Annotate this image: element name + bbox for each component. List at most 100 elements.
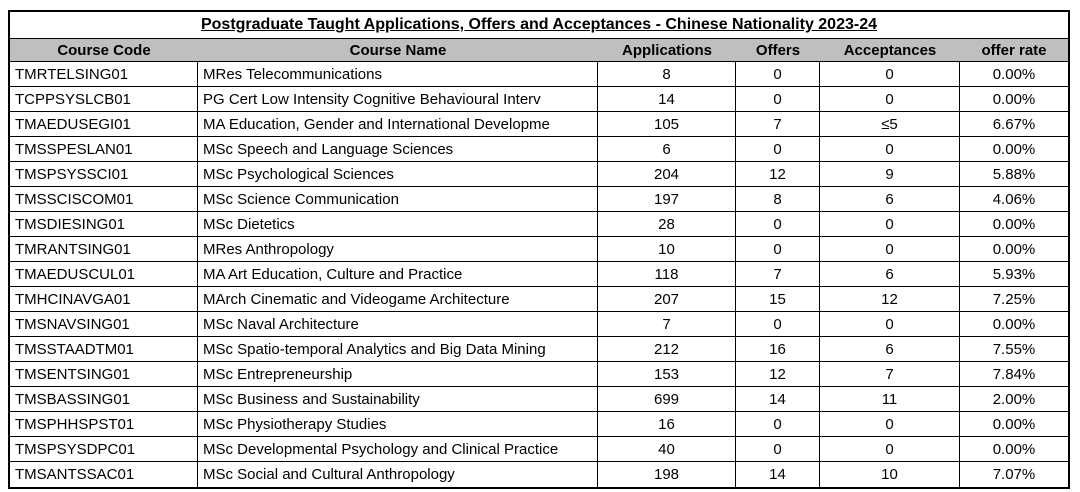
cell-offer-rate: 0.00%: [992, 90, 1036, 108]
cell-applications: 40: [598, 437, 736, 461]
cell-offers: 7: [736, 112, 820, 136]
cell-applications: 207: [598, 287, 736, 311]
applications-table: Postgraduate Taught Applications, Offers…: [8, 10, 1070, 489]
cell-applications: 699: [598, 387, 736, 411]
cell-acceptances: 0: [820, 412, 960, 436]
header-acceptances: Acceptances: [843, 41, 937, 59]
cell-offers: 16: [736, 337, 820, 361]
table-row: TMRTELSING01 MRes Telecommunications 8 0…: [10, 62, 1068, 87]
cell-course-name: MSc Social and Cultural Anthropology: [198, 462, 598, 487]
cell-offer-rate: 7.07%: [992, 466, 1036, 483]
table-row: TMAEDUSCUL01 MA Art Education, Culture a…: [10, 262, 1068, 287]
header-course-code: Course Code: [57, 41, 151, 59]
cell-offer-rate: 0.00%: [992, 315, 1036, 333]
cell-applications: 198: [598, 462, 736, 487]
header-offer-rate: offer rate: [981, 41, 1047, 59]
cell-acceptances: 0: [820, 437, 960, 461]
cell-acceptances: 0: [820, 237, 960, 261]
cell-course-code: TMAEDUSCUL01: [10, 262, 198, 286]
cell-acceptances: ≤5: [820, 112, 960, 136]
table-row: TMSPSYSDPC01 MSc Developmental Psycholog…: [10, 437, 1068, 462]
cell-offer-rate: 7.84%: [992, 365, 1036, 383]
cell-offer-rate: 0.00%: [992, 240, 1036, 258]
cell-acceptances: 12: [820, 287, 960, 311]
table-row: TMSSCISCOM01 MSc Science Communication 1…: [10, 187, 1068, 212]
table-row: TMHCINAVGA01 MArch Cinematic and Videoga…: [10, 287, 1068, 312]
table-row: TMSDIESING01 MSc Dietetics 28 0 0 0.00%: [10, 212, 1068, 237]
cell-acceptances: 0: [820, 62, 960, 86]
table-row: TMSBASSING01 MSc Business and Sustainabi…: [10, 387, 1068, 412]
cell-offer-rate: 5.88%: [992, 165, 1036, 183]
table-row: TMSSTAADTM01 MSc Spatio-temporal Analyti…: [10, 337, 1068, 362]
cell-course-name: MRes Anthropology: [198, 237, 598, 261]
cell-course-code: TMSSPESLAN01: [10, 137, 198, 161]
cell-course-name: MSc Physiotherapy Studies: [198, 412, 598, 436]
table-row: TMRANTSING01 MRes Anthropology 10 0 0 0.…: [10, 237, 1068, 262]
header-course-name: Course Name: [349, 41, 447, 59]
cell-course-code: TMSNAVSING01: [10, 312, 198, 336]
cell-offer-rate: 0.00%: [992, 215, 1036, 233]
cell-offers: 12: [736, 162, 820, 186]
cell-offers: 14: [736, 462, 820, 487]
cell-offers: 0: [736, 62, 820, 86]
cell-offer-rate: 2.00%: [992, 390, 1036, 408]
cell-acceptances: 11: [820, 387, 960, 411]
cell-course-code: TMSPSYSDPC01: [10, 437, 198, 461]
cell-acceptances: 7: [820, 362, 960, 386]
cell-applications: 14: [598, 87, 736, 111]
cell-applications: 197: [598, 187, 736, 211]
table-row: TMSPHHSPST01 MSc Physiotherapy Studies 1…: [10, 412, 1068, 437]
cell-offers: 12: [736, 362, 820, 386]
header-offers: Offers: [755, 41, 801, 59]
cell-course-code: TMSANTSSAC01: [10, 462, 198, 487]
cell-course-code: TMRANTSING01: [10, 237, 198, 261]
cell-course-code: TMRTELSING01: [10, 62, 198, 86]
cell-offers: 8: [736, 187, 820, 211]
table-row: TMSPSYSSCI01 MSc Psychological Sciences …: [10, 162, 1068, 187]
cell-applications: 10: [598, 237, 736, 261]
cell-course-code: TMSENTSING01: [10, 362, 198, 386]
cell-applications: 118: [598, 262, 736, 286]
cell-course-name: MSc Business and Sustainability: [198, 387, 598, 411]
cell-acceptances: 10: [820, 462, 960, 487]
table-title-row: Postgraduate Taught Applications, Offers…: [10, 12, 1068, 39]
cell-course-name: MA Education, Gender and International D…: [198, 112, 598, 136]
cell-applications: 204: [598, 162, 736, 186]
table-body: TMRTELSING01 MRes Telecommunications 8 0…: [10, 62, 1068, 487]
cell-offers: 14: [736, 387, 820, 411]
cell-offer-rate: 0.00%: [992, 440, 1036, 458]
cell-course-code: TMHCINAVGA01: [10, 287, 198, 311]
cell-acceptances: 0: [820, 212, 960, 236]
cell-applications: 6: [598, 137, 736, 161]
cell-applications: 16: [598, 412, 736, 436]
cell-offer-rate: 4.06%: [992, 190, 1036, 208]
cell-course-code: TMSBASSING01: [10, 387, 198, 411]
cell-applications: 7: [598, 312, 736, 336]
cell-course-code: TMSSCISCOM01: [10, 187, 198, 211]
cell-offers: 0: [736, 237, 820, 261]
cell-acceptances: 6: [820, 187, 960, 211]
cell-offer-rate: 0.00%: [992, 140, 1036, 158]
cell-course-name: MRes Telecommunications: [198, 62, 598, 86]
cell-offers: 0: [736, 212, 820, 236]
cell-acceptances: 0: [820, 312, 960, 336]
cell-course-name: MSc Psychological Sciences: [198, 162, 598, 186]
table-row: TMAEDUSEGI01 MA Education, Gender and In…: [10, 112, 1068, 137]
cell-applications: 153: [598, 362, 736, 386]
cell-applications: 28: [598, 212, 736, 236]
table-title: Postgraduate Taught Applications, Offers…: [200, 16, 877, 33]
cell-course-code: TMSDIESING01: [10, 212, 198, 236]
cell-course-name: MSc Science Communication: [198, 187, 598, 211]
header-applications: Applications: [621, 41, 712, 59]
cell-offers: 0: [736, 412, 820, 436]
cell-acceptances: 6: [820, 262, 960, 286]
cell-course-name: MSc Naval Architecture: [198, 312, 598, 336]
table-row: TMSENTSING01 MSc Entrepreneurship 153 12…: [10, 362, 1068, 387]
cell-course-code: TCPPSYSLCB01: [10, 87, 198, 111]
table-row: TCPPSYSLCB01 PG Cert Low Intensity Cogni…: [10, 87, 1068, 112]
cell-applications: 212: [598, 337, 736, 361]
cell-course-name: MSc Dietetics: [198, 212, 598, 236]
cell-course-name: MSc Spatio-temporal Analytics and Big Da…: [198, 337, 598, 361]
cell-offers: 0: [736, 137, 820, 161]
cell-offer-rate: 6.67%: [992, 115, 1036, 133]
